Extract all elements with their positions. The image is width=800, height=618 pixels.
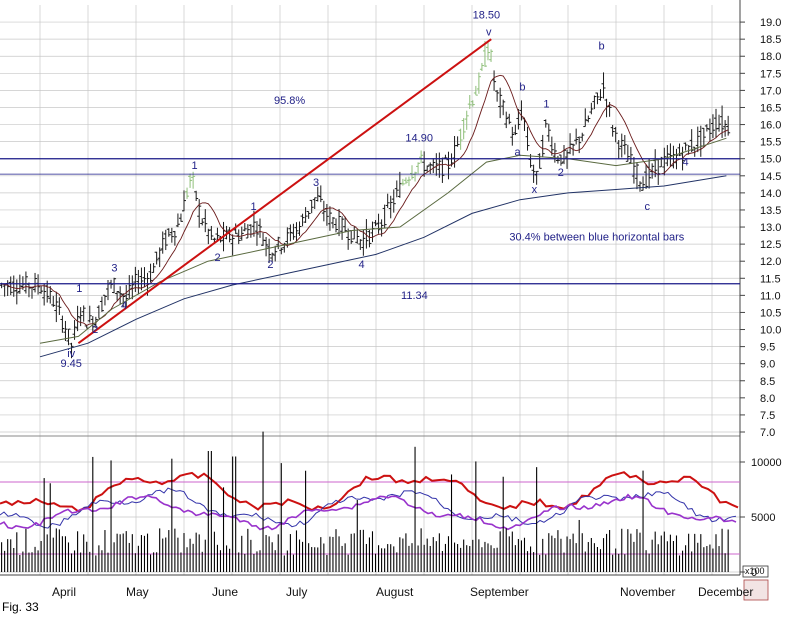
chart-annotation: 14.90 [405,133,433,145]
chart-annotation: a [515,146,522,158]
chart-annotation: 2 [267,259,273,271]
multiplier-box [742,565,769,578]
x-axis-month-label: December [698,585,753,599]
x-axis-month-label: May [126,585,149,599]
price-tick-label: 14.5 [760,171,781,183]
x-axis-month-label: August [376,585,414,599]
x-axis: April May June July August September November D… [0,574,753,599]
figure-caption: Fig. 33 [2,600,39,614]
price-tick-label: 18.0 [760,51,781,63]
price-tick-label: 11.5 [760,273,781,285]
chart-annotation: 2 [92,324,98,336]
price-tick-label: 13.0 [760,222,781,234]
trend-line [77,38,492,344]
moving-average-mid [39,137,727,344]
moving-average-long [39,175,727,358]
chart-annotation: x [532,184,538,196]
volume-tick-label: 5000 [751,512,775,524]
oscillator-red [0,471,739,513]
chart-annotation: b [599,40,605,52]
y-axis-price: 7.0 7.5 8.0 8.5 9.0 9.5 10.0 10.5 11.0 11.5 12.0 12… [740,17,781,439]
annotations: 95.8% 18.50 14.90 11.34 9.45 30.4% between bl… [60,10,688,370]
price-tick-label: 15.5 [760,137,781,149]
price-tick-label: 14.0 [760,188,781,200]
chart-annotation: 4 [683,157,689,169]
x-axis-month-label: July [286,585,307,599]
price-tick-label: 15.0 [760,154,781,166]
chart-annotation: 2 [558,167,564,179]
price-tick-label: 12.5 [760,239,781,251]
x-axis-month-label: April [52,585,76,599]
price-tick-label: 16.5 [760,102,781,114]
chart-annotation: 1 [251,201,257,213]
price-tick-label: 19.0 [760,17,781,29]
volume-tick-label: 10000 [751,457,782,469]
x-axis-month-label: September [470,585,529,599]
chart-annotation: iv [67,348,75,360]
chart-annotation: 2 [215,252,221,264]
chart-annotation: 95.8% [274,95,305,107]
chart-annotation: b [519,81,525,93]
x-axis-month-label: November [620,585,675,599]
chart-annotation: 3 [111,262,117,274]
volume-tick-label: 0 [751,567,757,579]
chart-annotation: 4 [121,300,127,312]
chart-annotation: 3 [313,177,319,189]
price-tick-label: 8.5 [760,376,775,388]
moving-average-short [1,74,729,326]
price-tick-label: 17.0 [760,85,781,97]
chart-annotation: 18.50 [473,10,501,22]
price-tick-label: 18.5 [760,34,781,46]
x-axis-month-label: June [212,585,238,599]
price-tick-label: 17.5 [760,68,781,80]
price-tick-label: 10.0 [760,325,781,337]
price-tick-label: 7.5 [760,410,775,422]
price-tick-label: 11.0 [760,290,781,302]
volume-bars [1,431,729,572]
oscillator-purple [0,493,737,531]
chart-annotation: 9.45 [60,358,81,370]
price-tick-label: 13.5 [760,205,781,217]
price-tick-label: 9.0 [760,359,775,371]
chart-annotation: 11.34 [401,290,428,302]
price-panel [0,38,740,359]
chart-annotation: 1 [543,98,549,110]
logo-box [743,579,769,601]
price-tick-label: 7.0 [760,427,775,439]
price-tick-label: 10.5 [760,307,781,319]
chart-annotation: 1 [191,160,197,172]
chart-annotation: v [486,27,492,39]
price-tick-label: 8.0 [760,393,775,405]
chart-annotation: c [644,201,650,213]
chart-annotation: 4 [359,259,365,271]
chart-annotation: 30.4% between blue horizontal bars [509,232,684,244]
price-tick-label: 12.0 [760,256,781,268]
oscillator-blue [0,487,737,529]
volume-multiplier: x100 [745,566,765,576]
chart-annotation: 1 [76,283,82,295]
price-tick-label: 9.5 [760,342,775,354]
price-tick-label: 16.0 [760,120,781,132]
